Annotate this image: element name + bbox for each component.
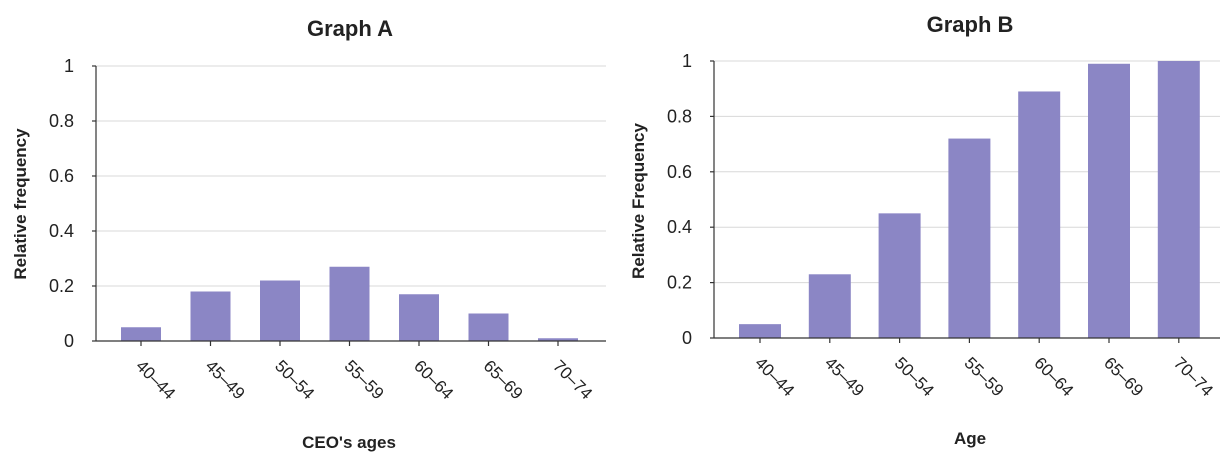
chart-a-x-ticks: 40–44 45–49 50–54 55–59 60–64 65–69 70–74 (132, 356, 596, 403)
chart-a-y-axis-label: Relative frequency (11, 128, 30, 280)
chart-b-bar (808, 274, 851, 338)
chart-a-bar (538, 338, 578, 341)
chart-a-y-ticks: 0 0.2 0.4 0.6 0.8 1 (49, 56, 74, 351)
chart-b-title: Graph B (927, 12, 1014, 37)
chart-a-bar (260, 280, 300, 341)
chart-b-x-tick-label: 45–49 (821, 353, 868, 400)
chart-a-bar (121, 327, 161, 341)
chart-b-y-tick-label: 0.6 (667, 162, 692, 182)
chart-a-x-tick-label: 60–64 (410, 356, 457, 403)
chart-b-y-tick-label: 0 (682, 328, 692, 348)
chart-a-y-tick-label: 0.8 (49, 111, 74, 131)
chart-a-y-tick-label: 0.4 (49, 221, 74, 241)
chart-a-bar (468, 313, 509, 341)
chart-b-x-tick-label: 50–54 (891, 353, 938, 400)
chart-b-bar (739, 324, 781, 338)
chart-b-y-tick-label: 0.2 (667, 273, 692, 293)
chart-a-y-tick-label: 1 (64, 56, 74, 76)
chart-a-y-tick-label: 0.2 (49, 276, 74, 296)
chart-b-bar (1157, 61, 1200, 338)
chart-b-x-axis-label: Age (954, 429, 986, 448)
chart-a-bar (399, 294, 439, 341)
chart-b-bar (1018, 91, 1061, 338)
chart-a-x-tick-label: 55–59 (341, 356, 388, 403)
chart-b-y-tick-label: 0.8 (667, 106, 692, 126)
chart-a-x-tick-label: 45–49 (202, 356, 249, 403)
chart-b-y-ticks: 0 0.2 0.4 0.6 0.8 1 (667, 51, 692, 348)
chart-a-grid (96, 65, 606, 287)
chart-b-bar (1088, 63, 1130, 339)
chart-a-bar (329, 266, 370, 341)
chart-b-x-tick-label: 40–44 (751, 353, 798, 400)
chart-a-bar (190, 291, 231, 341)
chart-a-x-tick-label: 65–69 (480, 356, 527, 403)
chart-b-bar (948, 138, 991, 338)
chart-a: Graph A Relative frequency CEO's ages 00… (11, 16, 606, 452)
chart-a-y-tick-label: 0.6 (49, 166, 74, 186)
chart-b-y-tick-label: 0.4 (667, 217, 692, 237)
chart-a-axes (92, 65, 606, 346)
chart-b-bar (878, 213, 921, 338)
chart-b-axes (710, 60, 1220, 343)
chart-b-x-ticks: 40–44 45–49 50–54 55–59 60–64 65–69 70–74 (751, 353, 1217, 400)
chart-b-x-tick-label: 70–74 (1170, 353, 1217, 400)
chart-b-bars (739, 61, 1200, 339)
chart-b-x-tick-label: 65–69 (1100, 353, 1147, 400)
chart-a-x-tick-label: 50–54 (271, 356, 318, 403)
chart-b-y-axis-label: Relative Frequency (629, 123, 648, 279)
chart-b-x-tick-label: 55–59 (961, 353, 1008, 400)
chart-b-y-tick-label: 1 (682, 51, 692, 71)
chart-a-bars (121, 266, 578, 341)
chart-a-y-tick-label: 0 (64, 331, 74, 351)
chart-b-x-tick-label: 60–64 (1030, 353, 1077, 400)
chart-a-x-axis-label: CEO's ages (302, 433, 396, 452)
chart-a-x-tick-label: 70–74 (549, 356, 596, 403)
chart-b: Graph B Relative Frequency Age 0 0.2 0.4 0.… (629, 12, 1220, 448)
chart-a-x-tick-label: 40–44 (132, 356, 179, 403)
chart-a-title: Graph A (307, 16, 393, 41)
